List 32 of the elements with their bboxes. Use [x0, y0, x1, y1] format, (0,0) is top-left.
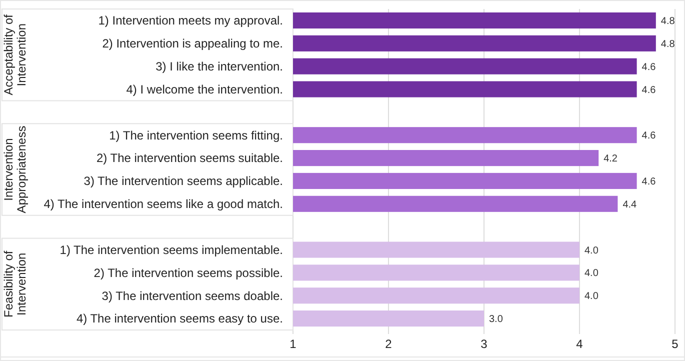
- data-label: 4.6: [642, 130, 656, 142]
- y-tick-label: 4) I welcome the intervention.: [126, 82, 283, 96]
- x-tick-label: 2: [385, 337, 392, 351]
- x-tick-label: 3: [480, 337, 488, 351]
- y-tick-label: 1) Intervention meets my approval.: [98, 14, 283, 28]
- data-label: 4.2: [604, 154, 618, 165]
- x-tick-label: 5: [672, 337, 679, 351]
- y-tick-label: 3) I like the intervention.: [156, 60, 283, 74]
- data-label: 4.4: [622, 199, 638, 210]
- x-tick-label: 1: [290, 337, 297, 351]
- data-label: 4.6: [642, 84, 656, 96]
- y-tick-label: 2) The intervention seems possible.: [94, 266, 283, 280]
- x-tick-label: 4: [576, 337, 584, 351]
- data-label: 4.6: [642, 62, 656, 73]
- data-label: 4.0: [584, 291, 599, 302]
- data-label: 3.0: [489, 314, 504, 326]
- y-tick-label: 2) Intervention is appealing to me.: [102, 36, 283, 51]
- text: Acceptability of Intervention: [1, 14, 29, 96]
- data-label: 4.8: [660, 16, 676, 27]
- y-tick-label: 4) The intervention seems easy to use.: [76, 312, 283, 326]
- data-label: 4.0: [584, 268, 599, 280]
- y-tick-label: 4) The intervention seems like a good match.: [44, 197, 283, 212]
- text: Intervention Appropriateness: [1, 126, 29, 214]
- y-tick-label: 3) The intervention seems applicable.: [84, 174, 283, 188]
- data-label: 4.0: [584, 245, 599, 256]
- y-tick-label: 1) The intervention seems fitting.: [109, 128, 283, 142]
- y-tick-label: 1) The intervention seems implementable.: [60, 242, 283, 257]
- y-tick-label: 2) The intervention seems suitable.: [96, 151, 283, 166]
- y-tick-label: 3) The intervention seems doable.: [102, 288, 283, 303]
- data-label: 4.8: [660, 38, 676, 50]
- text: Feasibility of Intervention: [1, 250, 29, 318]
- data-label: 4.6: [642, 176, 656, 188]
